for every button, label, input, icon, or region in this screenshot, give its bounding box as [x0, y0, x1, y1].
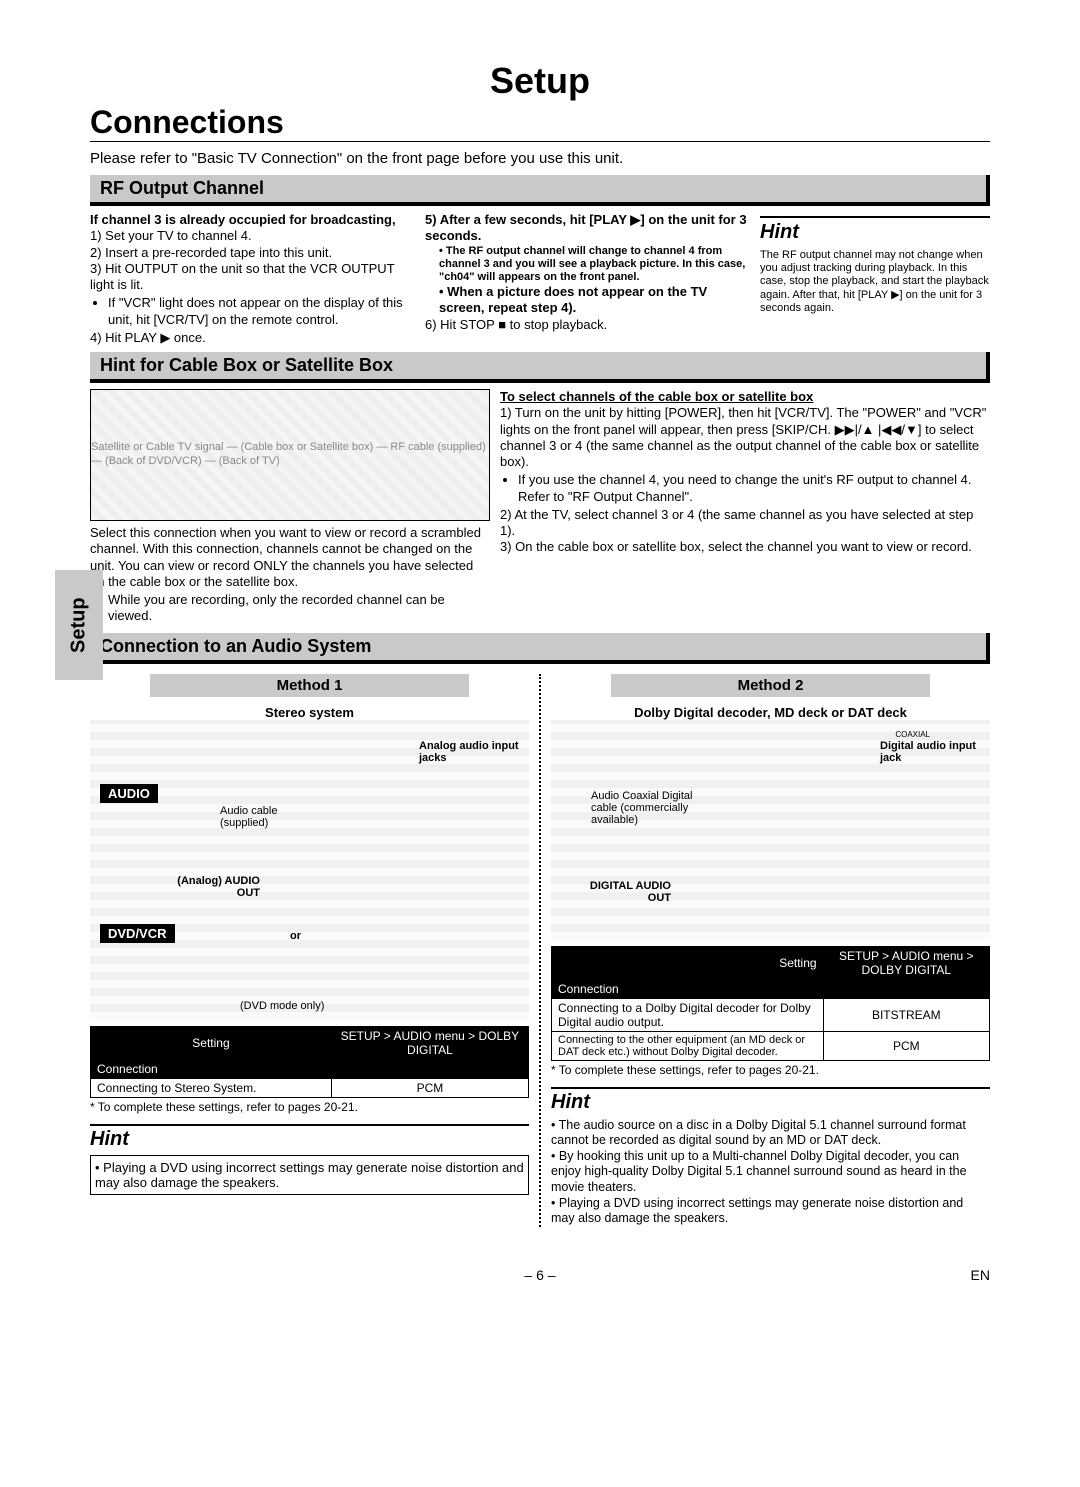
- m2-hint-label: Hint: [551, 1091, 990, 1114]
- rf-step5a: 5) After a few seconds, hit [PLAY ▶] on …: [425, 212, 750, 245]
- m2-r-conn-h: Connection: [552, 979, 824, 998]
- m1-badge-dvdvcr: DVD/VCR: [100, 924, 175, 943]
- rf-step4: 4) Hit PLAY ▶ once.: [90, 330, 415, 346]
- method2: Method 2 Dolby Digital decoder, MD deck …: [551, 674, 990, 1227]
- m2-hint3: Playing a DVD using incorrect settings m…: [551, 1196, 963, 1226]
- lang-mark: EN: [971, 1267, 990, 1283]
- m2-r2-val: PCM: [823, 1031, 989, 1060]
- rf-step6: 6) Hit STOP ■ to stop playback.: [425, 317, 750, 333]
- cable-diagram: Satellite or Cable TV signal — (Cable bo…: [90, 389, 490, 521]
- m1-hint-text: Playing a DVD using incorrect settings m…: [95, 1160, 524, 1190]
- rf-hint: Hint The RF output channel may not chang…: [760, 212, 990, 346]
- m2-table: Setting SETUP > AUDIO menu > DOLBY DIGIT…: [551, 946, 990, 1061]
- rf-step5b: • The RF output channel will change to c…: [439, 245, 750, 285]
- page-number: – 6 –: [90, 1267, 990, 1283]
- rf-hint-label: Hint: [760, 220, 990, 245]
- cable-step2: 2) At the TV, select channel 3 or 4 (the…: [500, 507, 990, 540]
- m1-h-setting: Setting: [91, 1026, 332, 1059]
- page-title-main: Setup: [90, 60, 990, 102]
- m1-badge-audio: AUDIO: [100, 784, 158, 803]
- intro-text: Please refer to "Basic TV Connection" on…: [90, 150, 990, 167]
- m2-out: DIGITAL AUDIO OUT: [571, 880, 671, 904]
- m1-table: Setting SETUP > AUDIO menu > DOLBY DIGIT…: [90, 1026, 529, 1098]
- section-cable: Hint for Cable Box or Satellite Box: [90, 352, 990, 383]
- cable-bullet: If you use the channel 4, you need to ch…: [518, 472, 990, 505]
- m1-or: or: [290, 930, 301, 942]
- section-audio: Connection to an Audio System: [90, 633, 990, 664]
- cable-right-head: To select channels of the cable box or s…: [500, 389, 990, 405]
- m2-hint2: By hooking this unit up to a Multi-chann…: [551, 1149, 967, 1194]
- m2-digital-label: Digital audio input jack: [880, 740, 980, 764]
- m1-r1-conn: Connecting to Stereo System.: [91, 1078, 332, 1097]
- m1-cable: Audio cable (supplied): [220, 805, 300, 829]
- m2-h-setting: Setting: [552, 946, 824, 979]
- cable-left-bullet: While you are recording, only the record…: [108, 592, 490, 625]
- method1: Method 1 Stereo system Analog audio inpu…: [90, 674, 529, 1227]
- m2-r1-conn: Connecting to a Dolby Digital decoder fo…: [552, 998, 824, 1031]
- rf-step2: 2) Insert a pre-recorded tape into this …: [90, 245, 415, 261]
- m1-footnote: * To complete these settings, refer to p…: [90, 1100, 529, 1114]
- rf-lead: If channel 3 is already occupied for bro…: [90, 212, 396, 227]
- cable-left: Satellite or Cable TV signal — (Cable bo…: [90, 389, 490, 627]
- m1-analog-label: Analog audio input jacks: [419, 740, 519, 764]
- method1-title: Method 1: [150, 674, 469, 697]
- method2-diagram: Digital audio input jack Audio Coaxial D…: [551, 720, 990, 940]
- side-tab: Setup: [55, 570, 103, 680]
- rf-col2: 5) After a few seconds, hit [PLAY ▶] on …: [425, 212, 750, 346]
- m2-coax: COAXIAL: [895, 730, 930, 739]
- section-rf: RF Output Channel: [90, 175, 990, 206]
- m2-hint1: The audio source on a disc in a Dolby Di…: [551, 1118, 966, 1148]
- cable-left-text: Select this connection when you want to …: [90, 525, 490, 590]
- method2-subtitle: Dolby Digital decoder, MD deck or DAT de…: [551, 705, 990, 720]
- rf-col1: If channel 3 is already occupied for bro…: [90, 212, 415, 346]
- m1-r-conn-h: Connection: [91, 1059, 332, 1078]
- cable-step1: 1) Turn on the unit by hitting [POWER], …: [500, 405, 990, 470]
- m2-r2-conn: Connecting to the other equipment (an MD…: [552, 1031, 824, 1060]
- rf-step1: 1) Set your TV to channel 4.: [90, 228, 415, 244]
- m1-out: (Analog) AUDIO OUT: [170, 875, 260, 899]
- method1-subtitle: Stereo system: [90, 705, 529, 720]
- method2-title: Method 2: [611, 674, 930, 697]
- audio-divider: [539, 674, 541, 1227]
- m2-h-menu: SETUP > AUDIO menu > DOLBY DIGITAL: [823, 946, 989, 979]
- rf-bullet: If "VCR" light does not appear on the di…: [108, 295, 415, 328]
- cable-right: To select channels of the cable box or s…: [500, 389, 990, 627]
- rf-hint-text: The RF output channel may not change whe…: [760, 249, 990, 315]
- m1-hint-label: Hint: [90, 1128, 529, 1151]
- m1-h-menu: SETUP > AUDIO menu > DOLBY DIGITAL: [331, 1026, 528, 1059]
- m2-r1-val: BITSTREAM: [823, 998, 989, 1031]
- rf-step3: 3) Hit OUTPUT on the unit so that the VC…: [90, 261, 415, 294]
- m1-r1-val: PCM: [331, 1078, 528, 1097]
- m2-footnote: * To complete these settings, refer to p…: [551, 1063, 990, 1077]
- method1-diagram: Analog audio input jacks AUDIO Audio cab…: [90, 720, 529, 1020]
- rf-step5c: • When a picture does not appear on the …: [439, 284, 750, 317]
- m1-mode: (DVD mode only): [240, 1000, 324, 1012]
- page-title-sub: Connections: [90, 104, 990, 142]
- cable-step3: 3) On the cable box or satellite box, se…: [500, 539, 990, 555]
- m2-cable: Audio Coaxial Digital cable (commerciall…: [591, 790, 701, 826]
